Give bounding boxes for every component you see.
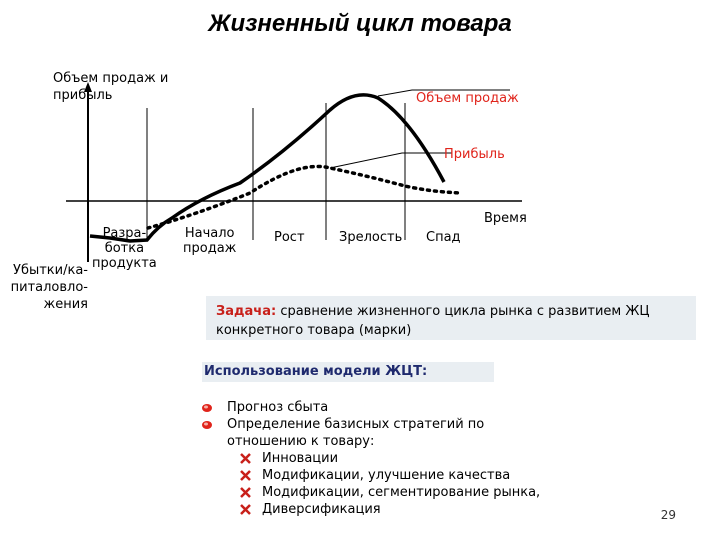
page-number: 29 [660,508,676,522]
stage-label-introduction: Начало продаж [183,226,237,256]
task-box [206,296,696,340]
sub-bullet-item: Модификации, сегментирование рынка, [262,485,541,500]
sales-legend-label: Объем продаж [416,91,519,106]
red-x-icon [240,504,251,515]
sub-bullet-item: Инновации [262,451,339,466]
stage-label-maturity: Зрелость [339,230,403,245]
bullet-item: Прогноз сбыта [227,400,329,415]
profit-curve [146,164,464,230]
sales-leader-line [377,89,510,97]
x-axis-label: Время [484,211,527,226]
bullet-item: Определение базисных стратегий по [227,417,485,432]
bullet-item-continuation: отношению к товару: [227,434,375,449]
usage-heading: Использование модели ЖЦТ: [204,364,428,379]
red-x-icon [240,487,251,498]
stage-label-growth: Рост [274,230,305,245]
y-axis-arrow [84,82,92,92]
life-cycle-diagram [66,82,522,262]
profit-leader-line [329,152,452,169]
stage-label-decline: Спад [426,230,461,245]
sub-bullet-item: Диверсификация [262,502,381,517]
usage-heading-box [202,362,494,382]
red-bullet-icon [202,404,212,412]
red-x-icon [240,453,251,464]
profit-legend-label: Прибыль [444,147,505,162]
slide-title: Жизненный цикл товара [208,10,512,37]
losses-label: Убытки/ка- питаловло- жения [10,263,88,312]
stage-label-development: Разра- ботка продукта [92,226,157,271]
red-x-icon [240,470,251,481]
y-axis-label: Объем продаж и прибыль [53,71,169,103]
sub-bullet-item: Модификации, улучшение качества [262,468,511,483]
sales-curve [89,93,446,243]
red-bullet-icon [202,421,212,429]
task-text: Задача: сравнение жизненного цикла рынка… [216,304,650,338]
